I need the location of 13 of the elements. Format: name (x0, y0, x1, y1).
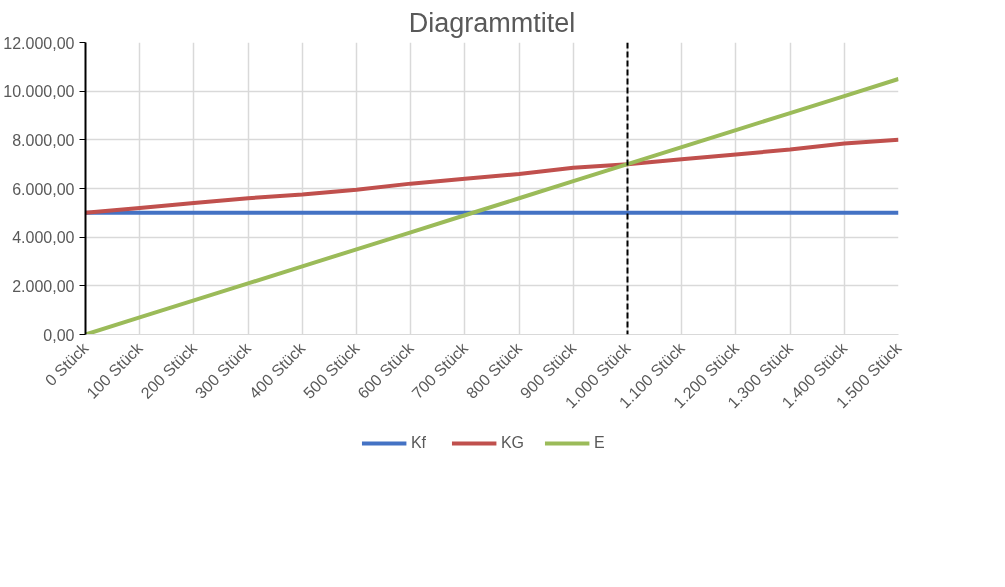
legend-label: KG (500, 433, 525, 452)
line-series (85, 77, 899, 335)
y-tick-label: 12.000,00 (3, 34, 75, 52)
y-tick-label: 0,00 (43, 326, 75, 344)
legend-label: Kf (410, 433, 428, 452)
y-tick-label: 10.000,00 (3, 83, 75, 101)
legend-label: E (594, 433, 606, 452)
y-tick-label: 6.000,00 (12, 180, 75, 198)
line-series (85, 137, 899, 215)
y-tick-label: 2.000,00 (12, 277, 75, 295)
y-tick-label: 4.000,00 (12, 229, 75, 247)
y-tick-label: 8.000,00 (12, 131, 75, 149)
chart-title: Diagrammtitel (408, 7, 576, 38)
